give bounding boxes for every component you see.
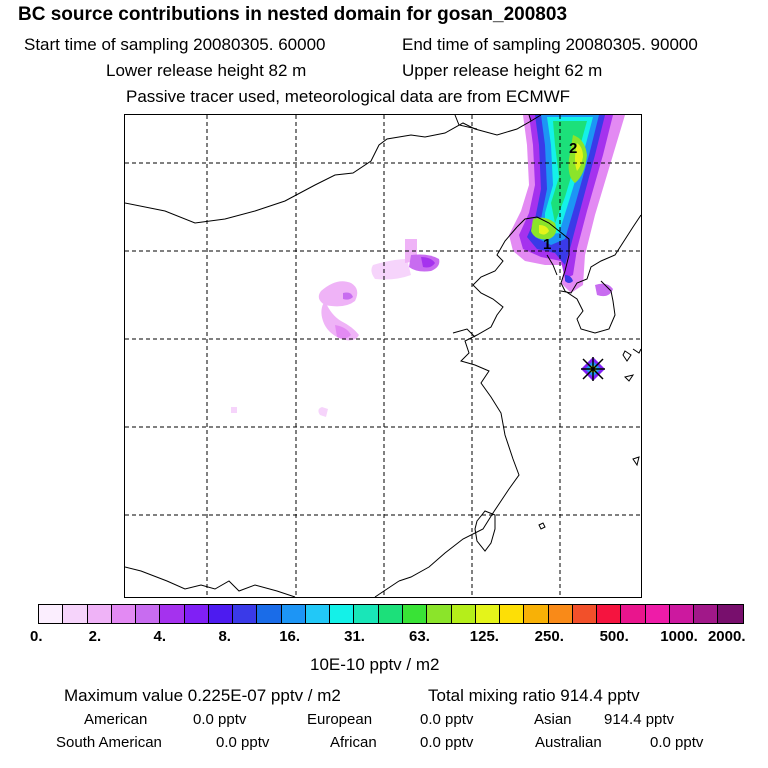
south-american-value: 0.0 pptv <box>216 734 270 751</box>
max-value: Maximum value 0.225E-07 pptv / m2 <box>64 686 341 705</box>
coastlines <box>125 115 641 597</box>
map-panel: 1 2 <box>124 114 642 598</box>
asian-value: 914.4 pptv <box>604 711 675 728</box>
european-label: European <box>307 711 373 728</box>
asian-label: Asian <box>534 711 572 728</box>
colorbar-swatch <box>233 605 258 623</box>
colorbar-swatch <box>39 605 64 623</box>
colorbar-swatch <box>427 605 452 623</box>
colorbar <box>38 604 744 624</box>
total-mixing-ratio: Total mixing ratio 914.4 pptv <box>428 686 640 705</box>
colorbar-swatch <box>524 605 549 623</box>
south-american-label: South American <box>56 734 162 751</box>
colorbar-swatch <box>694 605 719 623</box>
colorbar-swatch <box>330 605 355 623</box>
upper-release-height: Upper release height 62 m <box>402 61 603 80</box>
colorbar-tick-label: 1000. <box>660 628 698 645</box>
colorbar-swatch <box>208 605 234 623</box>
colorbar-swatch <box>402 605 428 623</box>
american-label: American <box>84 711 148 728</box>
figure-title: BC source contributions in nested domain… <box>18 4 568 25</box>
plume-main <box>509 115 625 297</box>
african-value: 0.0 pptv <box>420 734 474 751</box>
european-value: 0.0 pptv <box>420 711 474 728</box>
star-marker <box>581 357 605 381</box>
colorbar-swatch <box>718 605 743 623</box>
australian-label: Australian <box>535 734 602 751</box>
colorbar-swatch <box>160 605 185 623</box>
colorbar-tick-label: 125. <box>469 628 499 645</box>
end-time-label: End time of sampling 20080305. 90000 <box>402 35 698 54</box>
colorbar-swatch <box>305 605 331 623</box>
colorbar-tick-label: 2000. <box>707 628 746 645</box>
colorbar-tick-label: 0. <box>30 628 43 645</box>
australian-value: 0.0 pptv <box>650 734 704 751</box>
colorbar-swatch <box>597 605 622 623</box>
colorbar-tick-label: 2. <box>88 628 102 645</box>
colorbar-swatch <box>451 605 476 623</box>
marker-1-label: 1 <box>543 236 551 253</box>
colorbar-swatch <box>645 605 670 623</box>
african-label: African <box>330 734 377 751</box>
colorbar-swatch <box>548 605 573 623</box>
colorbar-ticks: 0. 2. 4. 8. 16. 31. 63. 125. 250. 500. 1000. 2000. <box>0 628 768 648</box>
lower-release-height: Lower release height 82 m <box>106 61 307 80</box>
colorbar-tick-label: 250. <box>534 628 564 645</box>
colorbar-tick-label: 4. <box>153 628 167 645</box>
colorbar-units: 10E-10 pptv / m2 <box>310 655 440 674</box>
colorbar-tick-label: 500. <box>599 628 629 645</box>
colorbar-swatch <box>572 605 598 623</box>
colorbar-tick-label: 63. <box>409 628 430 645</box>
colorbar-swatch <box>136 605 161 623</box>
grid-lines <box>125 115 641 597</box>
colorbar-tick-label: 31. <box>344 628 365 645</box>
colorbar-swatch <box>500 605 525 623</box>
marker-2-label: 2 <box>569 140 577 157</box>
colorbar-tick-label: 8. <box>218 628 231 645</box>
colorbar-swatch <box>475 605 501 623</box>
colorbar-swatch <box>621 605 646 623</box>
colorbar-swatch <box>669 605 695 623</box>
colorbar-swatch <box>184 605 209 623</box>
plume-west <box>231 239 440 417</box>
map-svg: 1 2 <box>125 115 641 597</box>
colorbar-tick-label: 16. <box>279 628 301 645</box>
american-value: 0.0 pptv <box>193 711 247 728</box>
colorbar-swatch <box>281 605 306 623</box>
colorbar-swatch <box>378 605 403 623</box>
colorbar-swatch <box>354 605 379 623</box>
colorbar-swatch <box>111 605 137 623</box>
colorbar-swatch <box>87 605 112 623</box>
colorbar-swatch <box>257 605 282 623</box>
colorbar-swatch <box>63 605 88 623</box>
tracer-note: Passive tracer used, meteorological data… <box>126 87 571 106</box>
start-time-label: Start time of sampling 20080305. 60000 <box>24 35 326 54</box>
